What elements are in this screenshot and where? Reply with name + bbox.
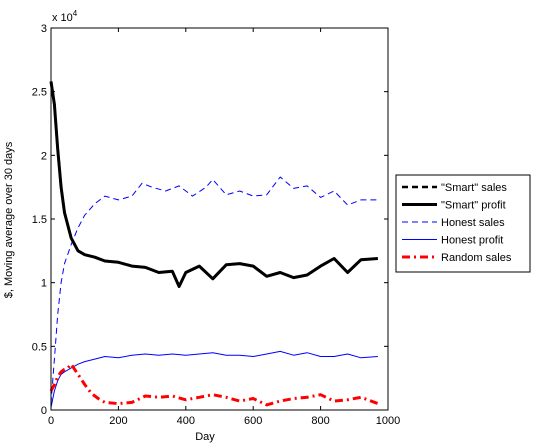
series-line-0 (49, 81, 378, 288)
y-axis-label: $, Moving average over 30 days (3, 141, 15, 298)
x-tick-label-2: 400 (177, 415, 195, 427)
series-line-1 (49, 81, 379, 288)
x-tick-label-1: 200 (109, 415, 127, 427)
legend-label-4: Random sales (441, 252, 512, 264)
legend-label-0: "Smart" sales (441, 182, 507, 194)
y-tick-label-1: 0.5 (32, 341, 47, 353)
series-line-3 (50, 350, 378, 408)
legend-box (395, 174, 531, 273)
y-tick-label-6: 3 (41, 23, 47, 35)
y-multiplier-exponent: 4 (73, 9, 78, 18)
x-tick-label-4: 800 (311, 415, 329, 427)
y-tick-label-3: 1.5 (32, 214, 47, 226)
y-tick-label-0: 0 (41, 405, 47, 417)
x-tick-label-0: 0 (48, 415, 54, 427)
legend-label-2: Honest sales (441, 217, 505, 229)
x-tick-label-5: 1000 (376, 415, 400, 427)
legend-label-1: "Smart" profit (441, 200, 506, 212)
x-axis-label: Day (195, 431, 215, 443)
y-tick-label-4: 2 (41, 150, 47, 162)
y-tick-label-5: 2.5 (32, 87, 47, 99)
series-group (49, 81, 379, 408)
y-multiplier-base: x 10 (52, 12, 73, 24)
series-line-4 (49, 362, 379, 407)
legend-label-3: Honest profit (441, 235, 503, 247)
y-tick-label-2: 1 (41, 278, 47, 290)
y-multiplier-label: x 104 (52, 9, 78, 24)
x-tick-label-3: 600 (244, 415, 262, 427)
axes-box (50, 27, 389, 411)
series-line-2 (50, 176, 378, 404)
axis-ticks: 0 200 400 600 800 1000 0 0.5 1 1.5 2 2.5 3 (32, 23, 401, 427)
legend: "Smart" sales "Smart" profit Honest sales H… (395, 174, 531, 273)
